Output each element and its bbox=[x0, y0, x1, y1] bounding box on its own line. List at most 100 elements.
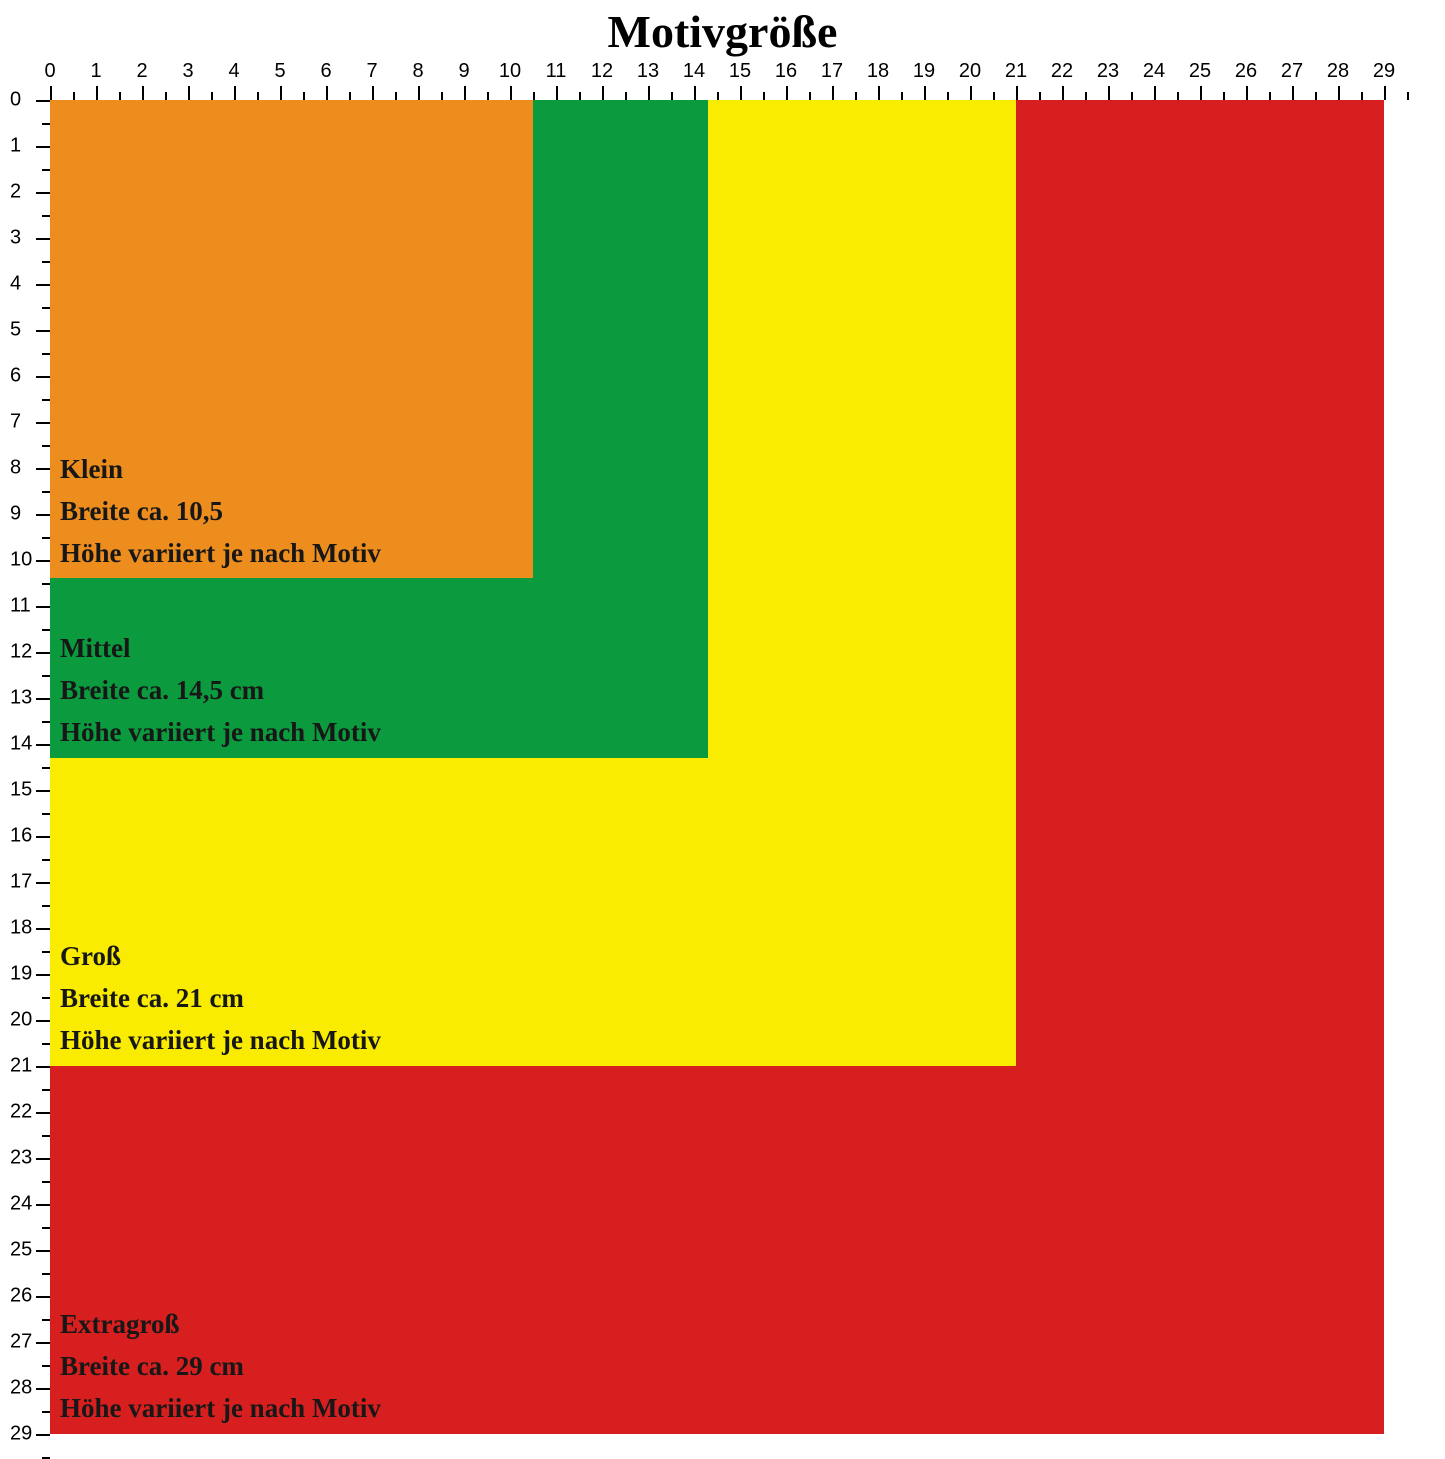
ruler-number: 29 bbox=[1373, 60, 1395, 83]
ruler-number: 8 bbox=[10, 457, 21, 480]
ruler-tick bbox=[42, 399, 50, 401]
ruler-tick bbox=[50, 86, 52, 100]
ruler-tick bbox=[42, 629, 50, 631]
ruler-tick bbox=[625, 92, 627, 100]
ruler-tick bbox=[42, 491, 50, 493]
ruler-tick bbox=[36, 1250, 50, 1252]
ruler-tick bbox=[36, 652, 50, 654]
ruler-tick bbox=[395, 92, 397, 100]
chart-title: Motivgröße bbox=[0, 5, 1445, 58]
ruler-tick bbox=[36, 1388, 50, 1390]
ruler-number: 23 bbox=[10, 1147, 32, 1170]
ruler-tick bbox=[1085, 92, 1087, 100]
horizontal-ruler: 0123456789101112131415161718192021222324… bbox=[50, 60, 1445, 100]
size-width: Breite ca. 10,5 bbox=[60, 491, 381, 533]
ruler-tick bbox=[165, 92, 167, 100]
ruler-tick bbox=[441, 92, 443, 100]
ruler-tick bbox=[487, 92, 489, 100]
size-width: Breite ca. 14,5 cm bbox=[60, 670, 381, 712]
ruler-number: 21 bbox=[10, 1055, 32, 1078]
ruler-tick bbox=[786, 86, 788, 100]
size-chart-plot: ExtragroßBreite ca. 29 cmHöhe variiert j… bbox=[50, 100, 1445, 1445]
ruler-tick bbox=[510, 86, 512, 100]
size-height-note: Höhe variiert je nach Motiv bbox=[60, 1020, 381, 1062]
ruler-tick bbox=[42, 859, 50, 861]
ruler-number: 11 bbox=[546, 60, 567, 83]
ruler-tick bbox=[1131, 92, 1133, 100]
ruler-number: 7 bbox=[10, 411, 21, 434]
ruler-tick bbox=[36, 1020, 50, 1022]
ruler-tick bbox=[556, 86, 558, 100]
ruler-tick bbox=[970, 86, 972, 100]
ruler-number: 4 bbox=[10, 273, 21, 296]
ruler-number: 5 bbox=[274, 60, 285, 83]
ruler-number: 1 bbox=[10, 135, 21, 158]
ruler-tick bbox=[901, 92, 903, 100]
ruler-number: 15 bbox=[729, 60, 751, 83]
ruler-tick bbox=[42, 353, 50, 355]
ruler-number: 1 bbox=[90, 60, 101, 83]
ruler-tick bbox=[533, 92, 535, 100]
ruler-tick bbox=[1315, 92, 1317, 100]
ruler-tick bbox=[36, 928, 50, 930]
ruler-tick bbox=[211, 92, 213, 100]
ruler-tick bbox=[993, 92, 995, 100]
ruler-number: 2 bbox=[136, 60, 147, 83]
ruler-tick bbox=[42, 1181, 50, 1183]
ruler-tick bbox=[648, 86, 650, 100]
ruler-tick bbox=[1407, 92, 1409, 100]
ruler-tick bbox=[36, 1112, 50, 1114]
ruler-number: 24 bbox=[10, 1193, 32, 1216]
ruler-number: 21 bbox=[1005, 60, 1027, 83]
ruler-number: 20 bbox=[10, 1009, 32, 1032]
ruler-tick bbox=[855, 92, 857, 100]
ruler-tick bbox=[42, 307, 50, 309]
size-name: Mittel bbox=[60, 628, 381, 670]
ruler-tick bbox=[36, 422, 50, 424]
ruler-tick bbox=[1108, 86, 1110, 100]
ruler-tick bbox=[73, 92, 75, 100]
ruler-tick bbox=[36, 606, 50, 608]
ruler-tick bbox=[42, 123, 50, 125]
size-label-extragross: ExtragroßBreite ca. 29 cmHöhe variiert j… bbox=[60, 1304, 381, 1430]
ruler-number: 12 bbox=[591, 60, 613, 83]
ruler-tick bbox=[36, 1158, 50, 1160]
vertical-ruler: 0123456789101112131415161718192021222324… bbox=[10, 100, 50, 1445]
size-label-klein: KleinBreite ca. 10,5Höhe variiert je nac… bbox=[60, 449, 381, 575]
ruler-tick bbox=[36, 238, 50, 240]
size-label-gross: GroßBreite ca. 21 cmHöhe variiert je nac… bbox=[60, 936, 381, 1062]
ruler-number: 4 bbox=[228, 60, 239, 83]
ruler-number: 13 bbox=[637, 60, 659, 83]
ruler-tick bbox=[1269, 92, 1271, 100]
ruler-tick bbox=[832, 86, 834, 100]
ruler-tick bbox=[36, 146, 50, 148]
ruler-tick bbox=[1292, 86, 1294, 100]
ruler-number: 0 bbox=[44, 60, 55, 83]
ruler-tick bbox=[1154, 86, 1156, 100]
ruler-number: 17 bbox=[821, 60, 843, 83]
ruler-tick bbox=[671, 92, 673, 100]
ruler-number: 5 bbox=[10, 319, 21, 342]
ruler-tick bbox=[1200, 86, 1202, 100]
ruler-tick bbox=[42, 445, 50, 447]
ruler-tick bbox=[602, 86, 604, 100]
ruler-number: 26 bbox=[1235, 60, 1257, 83]
ruler-number: 28 bbox=[10, 1377, 32, 1400]
ruler-tick bbox=[42, 1365, 50, 1367]
ruler-tick bbox=[36, 882, 50, 884]
ruler-tick bbox=[96, 86, 98, 100]
ruler-tick bbox=[947, 92, 949, 100]
ruler-tick bbox=[280, 86, 282, 100]
ruler-tick bbox=[349, 92, 351, 100]
size-label-mittel: MittelBreite ca. 14,5 cmHöhe variiert je… bbox=[60, 628, 381, 754]
ruler-tick bbox=[36, 376, 50, 378]
ruler-number: 18 bbox=[10, 917, 32, 940]
ruler-tick bbox=[694, 86, 696, 100]
ruler-number: 25 bbox=[10, 1239, 32, 1262]
ruler-tick bbox=[36, 1066, 50, 1068]
ruler-number: 18 bbox=[867, 60, 889, 83]
ruler-number: 12 bbox=[10, 641, 32, 664]
ruler-tick bbox=[763, 92, 765, 100]
ruler-tick bbox=[1361, 92, 1363, 100]
ruler-tick bbox=[1246, 86, 1248, 100]
